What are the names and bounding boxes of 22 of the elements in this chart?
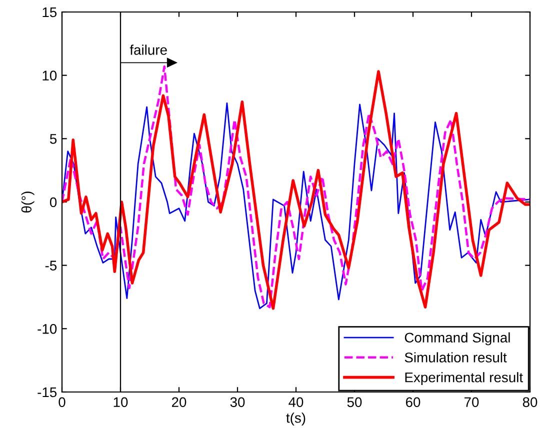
x-tick-label: 80 [522, 397, 538, 408]
x-tick-label: 40 [288, 397, 304, 408]
x-tick-label: 30 [230, 397, 245, 408]
y-tick-label: -15 [38, 387, 57, 398]
y-tick-label: 5 [50, 134, 57, 144]
y-tick-label: 0 [50, 197, 57, 208]
annotation: failure [130, 44, 167, 55]
y-tick-label: -5 [45, 260, 57, 271]
x-tick-label: 0 [58, 397, 66, 408]
y-tick-label: -10 [38, 324, 57, 334]
x-tick-label: 60 [406, 397, 420, 408]
x-tick-label: 50 [347, 397, 362, 408]
y-tick-label: 10 [42, 70, 57, 81]
x-axis-title: t(s) [286, 412, 306, 426]
y-axis-title: θ(°) [21, 192, 34, 213]
x-tick-label: 10 [114, 397, 128, 408]
x-tick-label: 20 [172, 397, 186, 408]
legend-label: Simulation result [404, 352, 507, 362]
legend-label: Command Signal [404, 332, 510, 346]
legend-label: Experimental result [405, 372, 523, 386]
y-tick-label: 15 [42, 7, 57, 18]
x-tick-label: 70 [464, 397, 479, 408]
